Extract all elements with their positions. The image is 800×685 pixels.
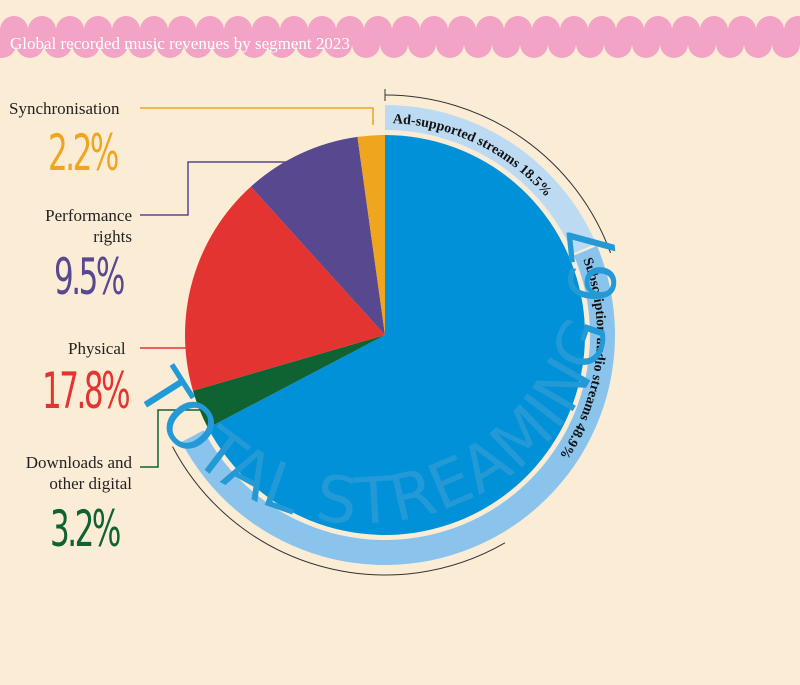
pct-sync: 2.2% xyxy=(48,124,119,182)
leader-perf xyxy=(140,161,300,216)
label-down: Downloads and other digital xyxy=(8,452,132,494)
label-sync: Synchronisation xyxy=(9,99,120,118)
pct-perf: 9.5% xyxy=(54,248,125,306)
chart-title: Global recorded music revenues by segmen… xyxy=(10,34,350,53)
title-banner xyxy=(0,16,800,58)
slice-physical xyxy=(184,186,385,391)
banner-scalloped-shape xyxy=(0,16,800,58)
slice-streaming xyxy=(207,135,586,535)
label-down-line1: Downloads and xyxy=(25,453,132,472)
pct-phys: 17.8% xyxy=(42,362,131,420)
leader-sync xyxy=(140,107,374,125)
bracket-arc-2 xyxy=(172,446,506,576)
leader-down xyxy=(140,409,210,468)
pie-slices xyxy=(181,105,615,565)
slice-downloads xyxy=(192,335,385,429)
ring-bracket-arcs xyxy=(172,89,611,576)
label-perf-line1: Performance xyxy=(45,206,132,225)
ring-ad-supported xyxy=(385,105,597,254)
label-down-line2: other digital xyxy=(49,474,132,493)
pct-down: 3.2% xyxy=(50,500,121,558)
label-perf: Performance rights xyxy=(32,205,132,247)
leader-lines xyxy=(140,107,374,468)
bracket-arc-1 xyxy=(384,94,611,254)
slice-performance xyxy=(250,136,385,335)
label-phys: Physical xyxy=(68,339,126,358)
label-perf-line2: rights xyxy=(93,227,132,246)
slice-sync xyxy=(357,135,385,335)
